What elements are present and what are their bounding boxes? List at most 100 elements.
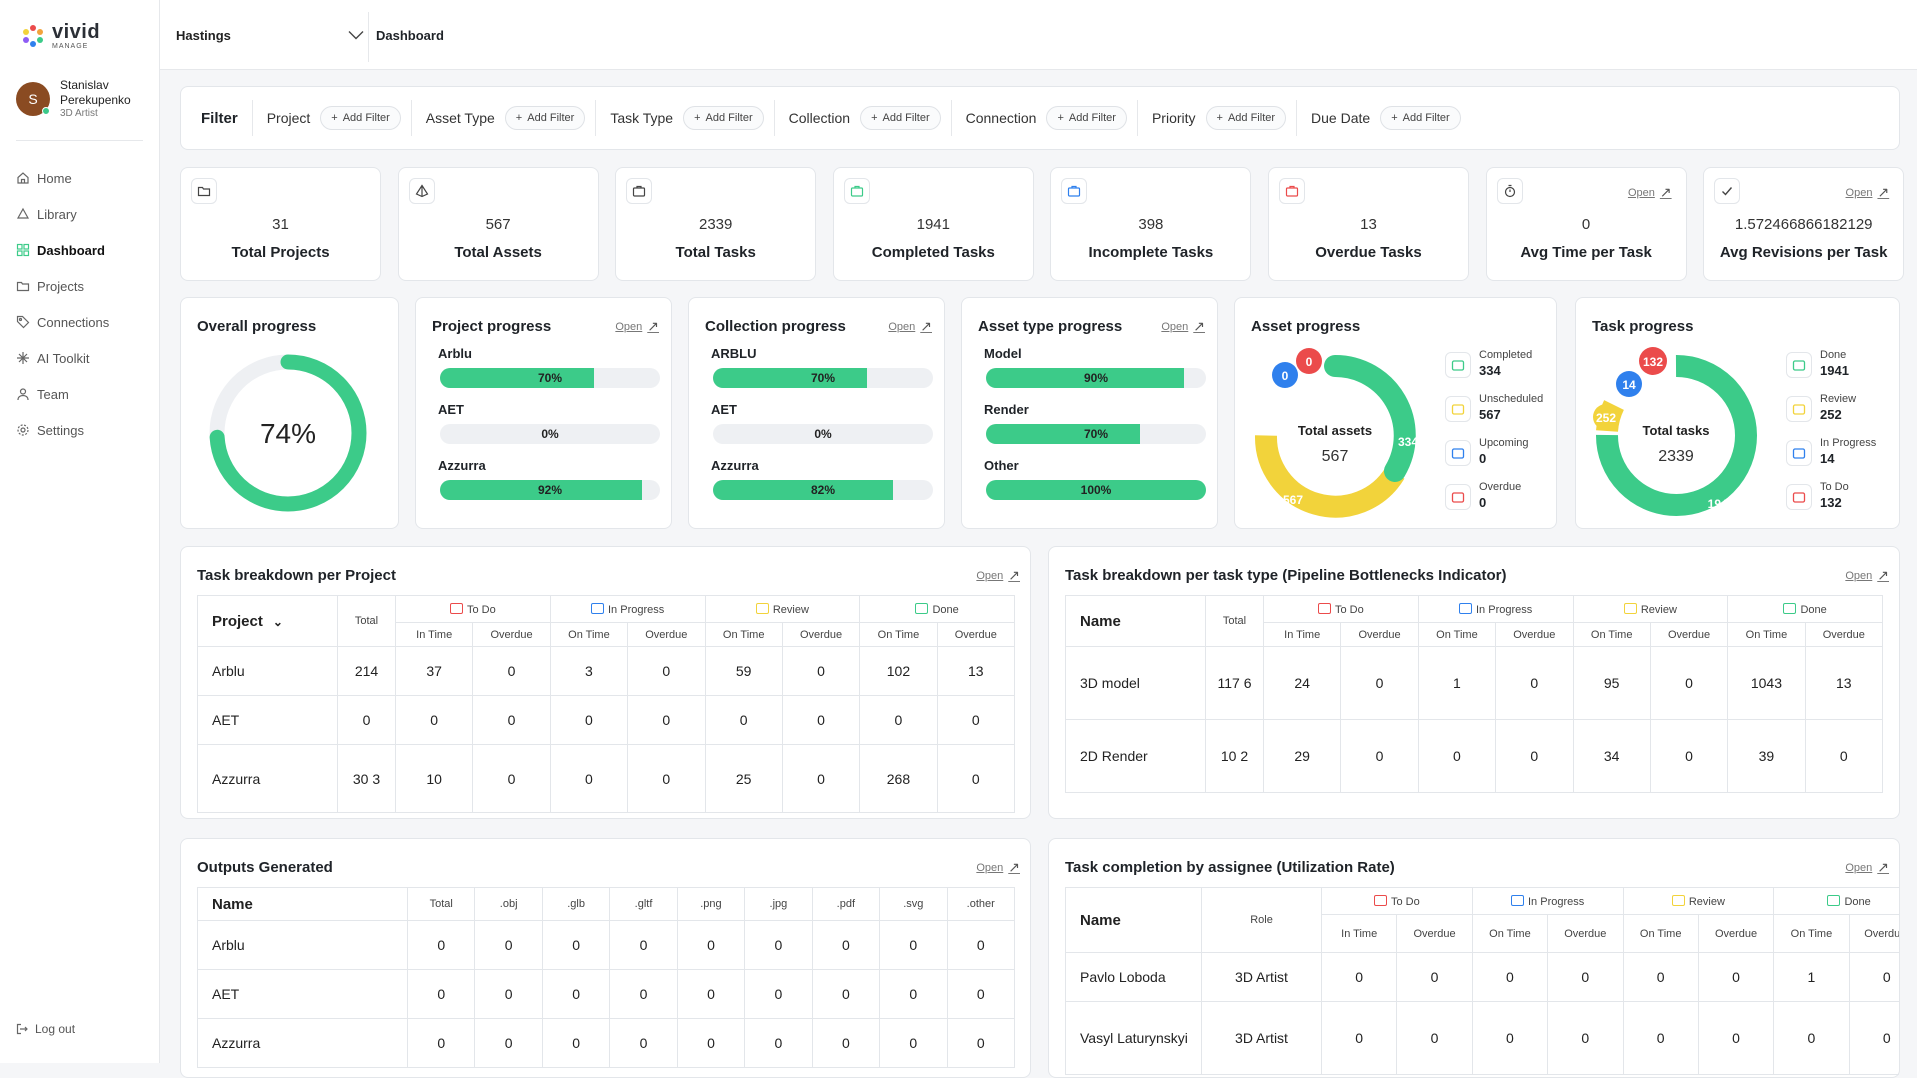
open-link[interactable]: Open ↗: [1845, 184, 1890, 200]
add-filter-button[interactable]: + Add Filter: [320, 106, 401, 130]
row-name: AET: [197, 969, 408, 1019]
table-row[interactable]: Arblu 214 37 0 3 0 59 0 102 13: [197, 646, 1016, 696]
table-cell: 0: [406, 969, 476, 1019]
briefcase-blue-icon: [1061, 178, 1088, 204]
sidebar-item-connections[interactable]: Connections: [16, 304, 109, 340]
add-filter-button[interactable]: + Add Filter: [1380, 106, 1461, 130]
table-row[interactable]: Arblu 0 0 0 0 0 0 0 0 0: [197, 920, 1015, 970]
open-link[interactable]: Open ↗: [1845, 859, 1889, 875]
sidebar-item-projects[interactable]: Projects: [16, 268, 109, 304]
chevron-down-icon: ⌄: [272, 614, 283, 629]
open-link[interactable]: Open ↗: [1845, 567, 1889, 583]
table-cell: 30 3: [337, 744, 396, 813]
sidebar-item-label: Settings: [37, 422, 84, 438]
first-column-header[interactable]: Project ⌄: [197, 595, 338, 647]
stat-card-avg-revisions-per-task: Open ↗ 1.572466866182129 Avg Revisions per …: [1703, 167, 1905, 281]
legend-value: 567: [1479, 407, 1501, 422]
logout-label: Log out: [35, 1022, 76, 1036]
table-cell: 0: [1340, 646, 1419, 720]
open-link[interactable]: Open ↗: [615, 318, 659, 334]
table-cell: 0: [541, 969, 611, 1019]
online-status-icon: [42, 106, 50, 115]
progress-bar-value: 100%: [1080, 483, 1112, 497]
table-row[interactable]: Azzurra 0 0 0 0 0 0 0 0 0: [197, 1018, 1015, 1068]
sidebar-item-ai-toolkit[interactable]: AI Toolkit: [16, 340, 109, 376]
filter-label: Due Date: [1311, 110, 1371, 126]
filter-group-project: Project + Add Filter: [251, 100, 411, 136]
open-link[interactable]: Open ↗: [1627, 184, 1672, 200]
table-cell: 37: [394, 646, 474, 696]
table-row[interactable]: Pavlo Loboda 3D Artist 0 0 0 0 0 0 1 0: [1065, 952, 1899, 1002]
progress-bar-fill: [440, 368, 594, 388]
brand-name: vivid: [52, 21, 101, 43]
table-cell: 0: [1417, 719, 1497, 793]
home-icon: [17, 172, 29, 184]
tag-icon: [16, 315, 30, 329]
sidebar-item-dashboard[interactable]: Dashboard: [16, 232, 109, 268]
logout-icon: [16, 1023, 28, 1035]
add-filter-button[interactable]: + Add Filter: [1205, 106, 1287, 130]
open-link[interactable]: Open ↗: [1161, 318, 1205, 334]
vivid-logo-icon: [23, 25, 43, 47]
open-link[interactable]: Open ↗: [976, 859, 1020, 875]
table-cell: 0: [394, 695, 474, 745]
sidebar-item-team[interactable]: Team: [16, 376, 109, 412]
legend-swatch-icon: [1445, 352, 1471, 378]
open-link[interactable]: Open ↗: [976, 567, 1020, 583]
assignee-completion-table: Name Role To Do In Progress Review Done In Tim…: [1065, 887, 1899, 1075]
add-filter-button[interactable]: + Add Filter: [504, 106, 586, 130]
legend-text: Unscheduled 567: [1479, 392, 1543, 423]
progress-bar: 0%: [440, 424, 660, 444]
status-header-to-do: To Do: [1321, 887, 1473, 915]
row-name: 2D Render: [1065, 719, 1206, 793]
legend-item-to-do: To Do 132: [1786, 480, 1849, 511]
task-breakdown-type-table: Name Total To Do In Progress Review Done In Ti…: [1065, 595, 1884, 793]
progress-bar-value: 0%: [814, 427, 832, 441]
plus-icon: +: [1057, 112, 1064, 124]
table-row[interactable]: 2D Render 10 2 29 0 0 0 34 0 39 0: [1065, 719, 1884, 793]
legend-swatch-icon: [1445, 440, 1471, 466]
sub-header: In Time: [394, 622, 474, 647]
logo[interactable]: vivid MANAGE: [20, 22, 100, 50]
table-row[interactable]: Vasyl Laturynskyi 3D Artist 0 0 0 0 0 0 0 0: [1065, 1001, 1899, 1075]
progress-bar-value: 92%: [537, 483, 563, 497]
add-filter-button[interactable]: + Add Filter: [1046, 106, 1127, 130]
add-filter-button[interactable]: + Add Filter: [683, 106, 764, 130]
task-donut-label-green: 1941: [1708, 497, 1735, 511]
sidebar-item-home[interactable]: Home: [16, 160, 109, 196]
stat-value: 0: [1581, 216, 1591, 233]
table-row[interactable]: AET 0 0 0 0 0 0 0 0 0: [197, 969, 1015, 1019]
library-icon: [16, 207, 30, 219]
sidebar-item-label: Team: [37, 386, 69, 402]
sidebar-item-library[interactable]: Library: [16, 196, 109, 232]
workspace-select[interactable]: Hastings: [172, 18, 368, 52]
collection-progress-card: Collection progress Open ↗ ARBLU 70% AET 0% Azz…: [688, 297, 945, 529]
add-filter-button[interactable]: + Add Filter: [860, 106, 941, 130]
sidebar-item-settings[interactable]: Settings: [16, 412, 109, 448]
stat-card-overdue-tasks: 13 Overdue Tasks: [1268, 167, 1469, 281]
progress-row-label: AET: [438, 402, 464, 417]
table-cell: 0: [1471, 952, 1549, 1002]
timer-icon: [1496, 178, 1523, 204]
add-filter-label: Add Filter: [1068, 112, 1116, 124]
stat-label: Completed Tasks: [871, 244, 995, 261]
table-cell: 0: [609, 969, 678, 1019]
table-row[interactable]: Azzurra 30 3 10 0 0 0 25 0 268 0: [197, 744, 1016, 813]
logout-button[interactable]: Log out: [16, 1022, 75, 1036]
add-filter-label: Add Filter: [1227, 112, 1276, 124]
stat-value: 2339: [699, 216, 733, 233]
user-profile[interactable]: S Stanislav Perekupenko 3D Artist: [16, 78, 131, 119]
sub-header: Overdue: [781, 622, 861, 647]
asset-donut-label-blue: 0: [1282, 369, 1289, 383]
legend-text: Upcoming 0: [1479, 436, 1529, 467]
filter-label: Task Type: [610, 110, 674, 126]
task-breakdown-type-title: Task breakdown per task type (Pipeline B…: [1065, 567, 1507, 584]
open-link[interactable]: Open ↗: [888, 318, 932, 334]
table-row[interactable]: AET 0 0 0 0 0 0 0 0 0: [197, 695, 1016, 745]
status-header-label: To Do: [1335, 603, 1364, 616]
table-cell: 10 2: [1205, 719, 1264, 793]
column-header: .glb: [541, 887, 611, 921]
legend-item-overdue: Overdue 0: [1445, 480, 1521, 511]
legend-swatch-icon: [1786, 396, 1812, 422]
table-row[interactable]: 3D model 117 6 24 0 1 0 95 0 1043 13: [1065, 646, 1884, 720]
